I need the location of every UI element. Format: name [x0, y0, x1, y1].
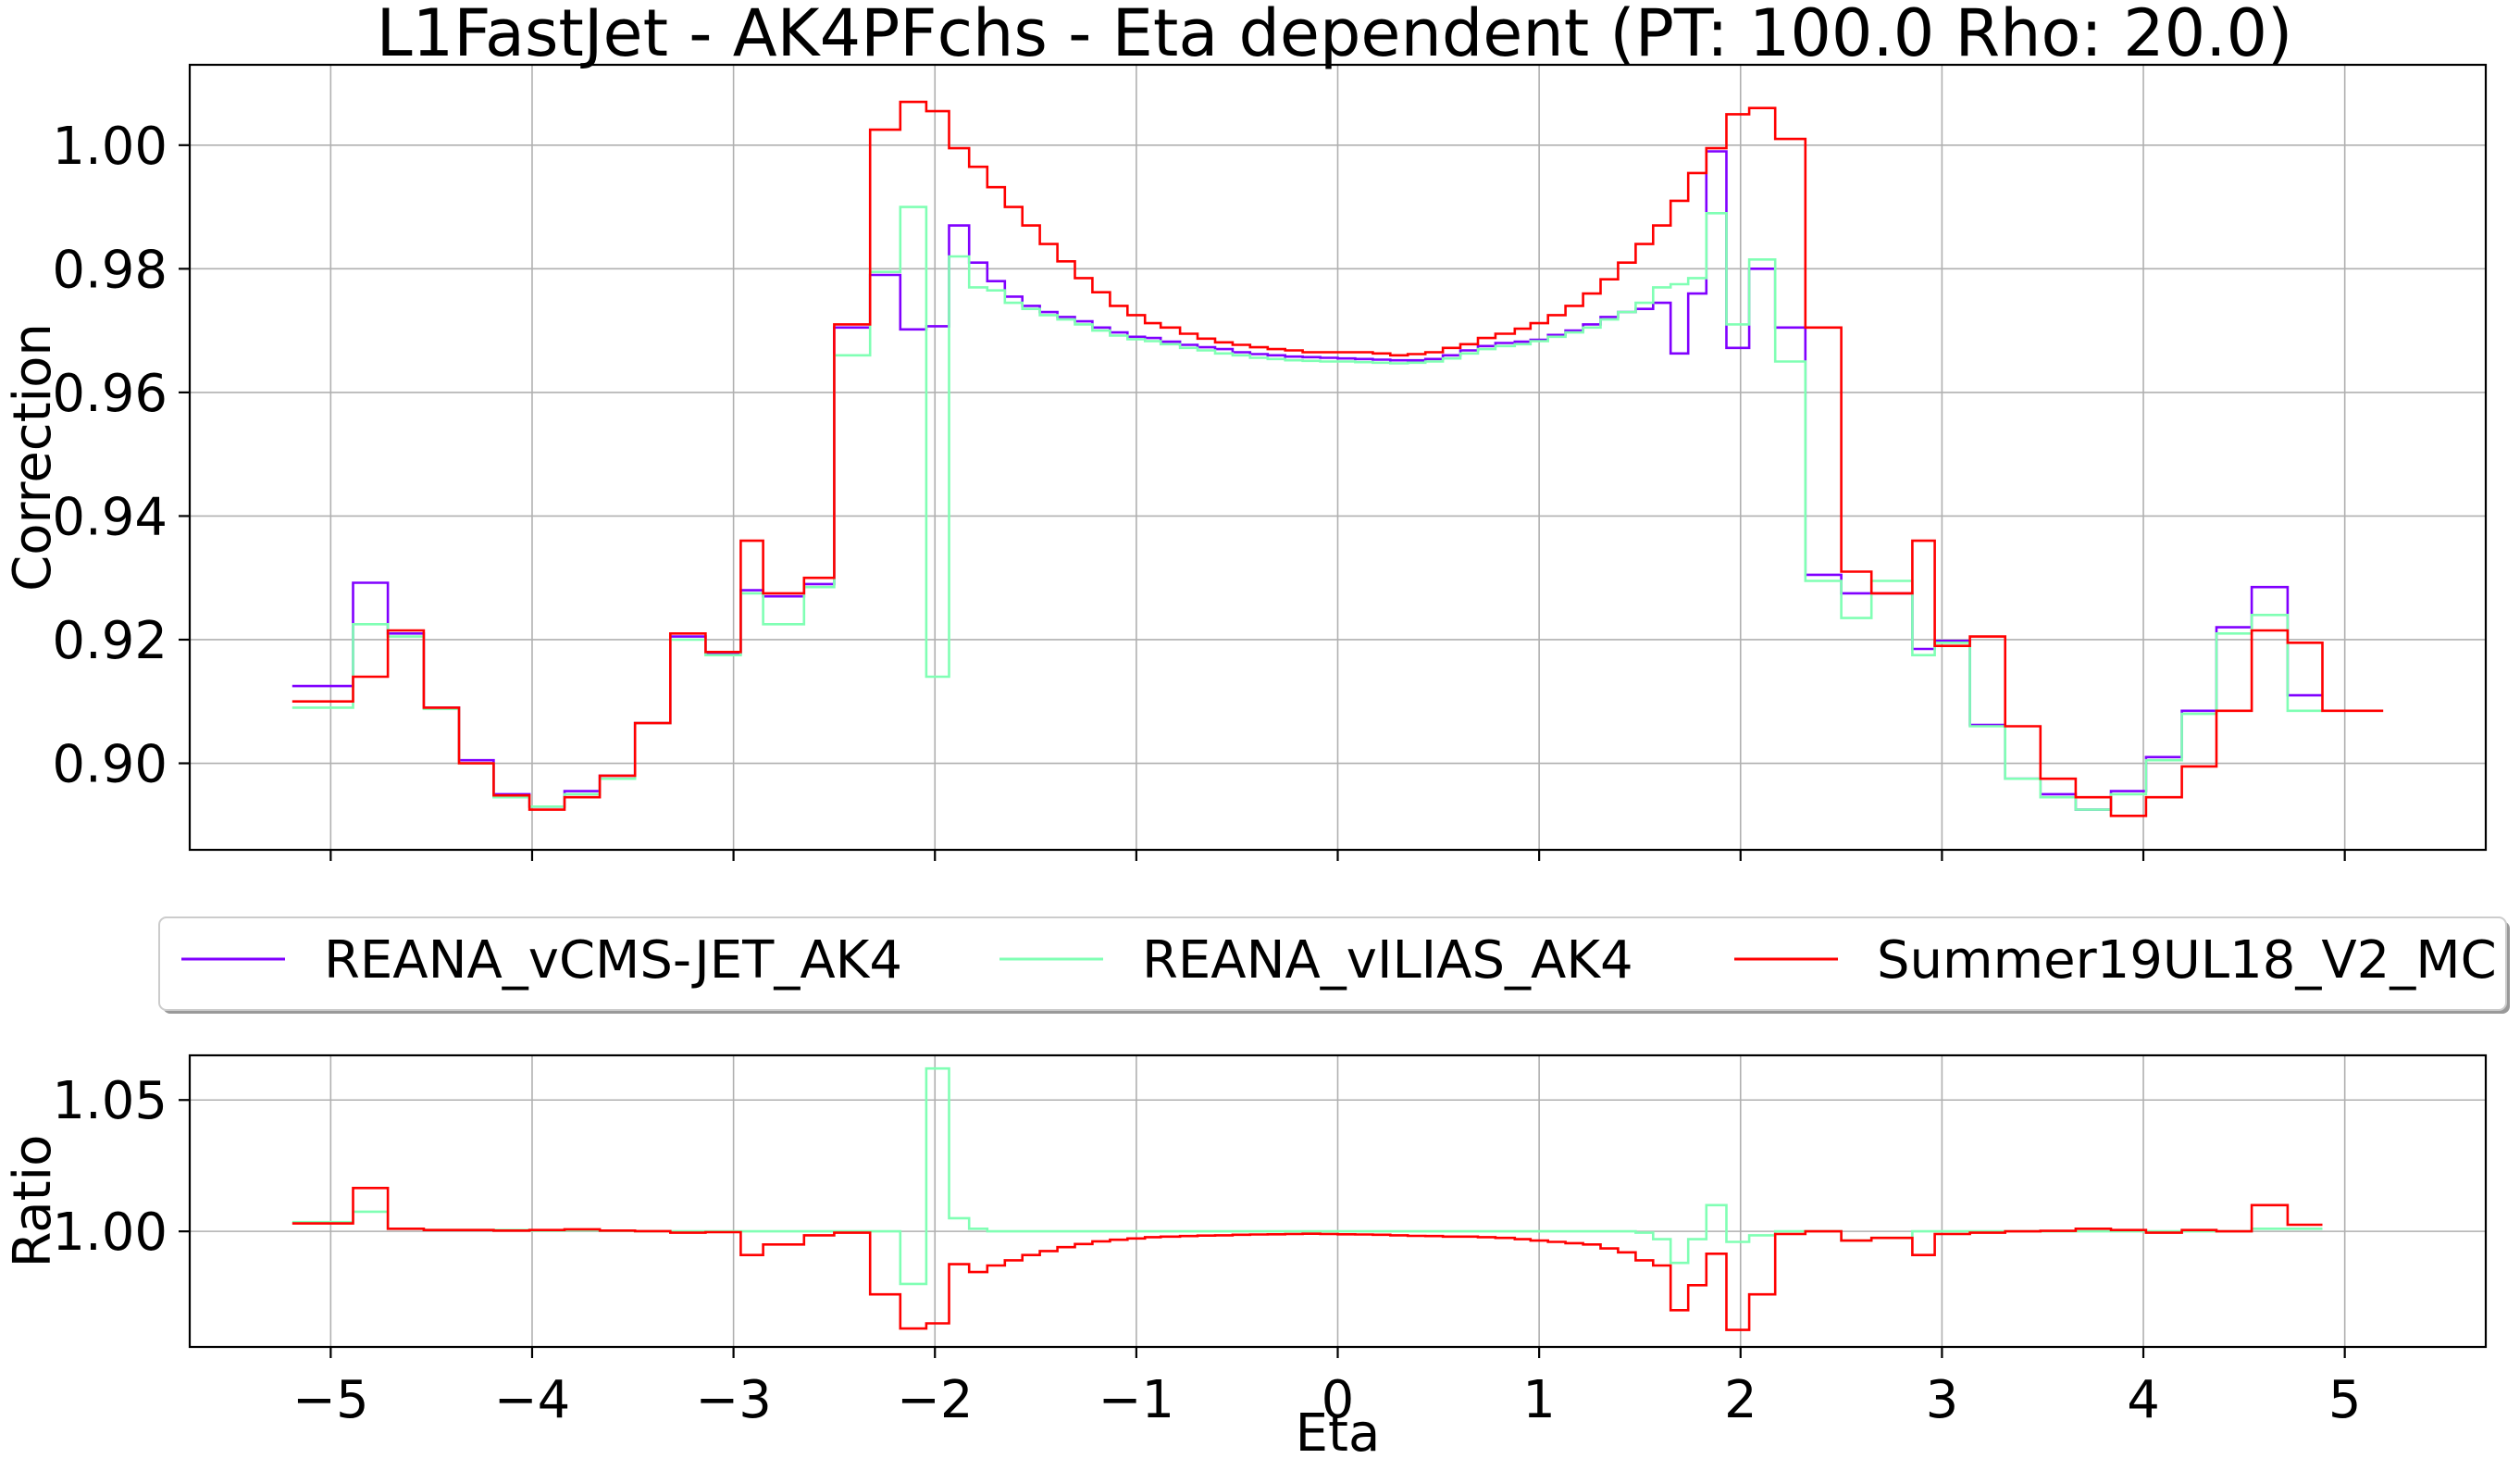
- bottom-grid: [190, 1055, 2486, 1347]
- top-y-tick-label-5: 1.00: [52, 117, 168, 177]
- bottom-y-tick-label-1: 1.05: [52, 1071, 168, 1131]
- top-y-tick-label-3: 0.96: [52, 364, 168, 424]
- bottom-series-group: [292, 1066, 2323, 1331]
- top-series-reana-vcms-jet-ak4: [292, 150, 2323, 811]
- bottom-series-summer19ul18-v2-mc: [292, 1187, 2323, 1331]
- x-tick-label-9: 4: [2127, 1370, 2160, 1430]
- top-y-tick-label-1: 0.92: [52, 611, 168, 671]
- top-y-tick-label-4: 0.98: [52, 240, 168, 300]
- bottom-plot-panel: −5 −4 −3 −2 −1 0 1 2 3 4 5 1.00 1.05 Ratio Eta: [3, 1053, 2488, 1464]
- chart-title: L1FastJet - AK4PFchs - Eta dependent (PT…: [377, 0, 2293, 71]
- top-y-tick-label-2: 0.94: [52, 487, 168, 547]
- x-tick-label-3: −2: [897, 1370, 974, 1430]
- legend: REANA_vCMS-JET_AK4 REANA_vILIAS_AK4 Summ…: [158, 916, 2510, 1014]
- top-series-reana-vilias-ak4: [292, 206, 2323, 811]
- legend-label-summer19: Summer19UL18_V2_MC: [1877, 930, 2497, 991]
- x-tick-label-4: −1: [1099, 1370, 1175, 1430]
- x-tick-label-0: −5: [292, 1370, 369, 1430]
- bottom-series-reana-vilias-ak4: [292, 1066, 2323, 1286]
- top-y-axis-label: Correction: [3, 323, 63, 592]
- top-y-tick-label-0: 0.90: [52, 735, 168, 795]
- x-tick-label-10: 5: [2328, 1370, 2362, 1430]
- x-tick-label-1: −4: [494, 1370, 571, 1430]
- x-tick-label-6: 1: [1522, 1370, 1556, 1430]
- bottom-y-tick-label-0: 1.00: [52, 1203, 168, 1263]
- legend-label-reana-vilias: REANA_vILIAS_AK4: [1142, 930, 1633, 991]
- legend-label-reana-vcms: REANA_vCMS-JET_AK4: [324, 930, 902, 991]
- x-tick-label-8: 3: [1926, 1370, 1959, 1430]
- top-plot-panel: 0.90 0.92 0.94 0.96 0.98 1.00 Correction: [3, 63, 2488, 861]
- x-tick-label-7: 2: [1724, 1370, 1757, 1430]
- x-tick-label-2: −3: [695, 1370, 772, 1430]
- x-tick-label-5: 0: [1322, 1370, 1355, 1430]
- bottom-y-axis-label: Ratio: [3, 1135, 63, 1268]
- top-series-group: [292, 100, 2384, 817]
- x-axis-label: Eta: [1296, 1403, 1381, 1464]
- top-grid: [190, 65, 2486, 850]
- bottom-ticks: −5 −4 −3 −2 −1 0 1 2 3 4 5 1.00 1.05: [52, 1071, 2361, 1430]
- top-series-summer19ul18-v2-mc: [292, 100, 2384, 817]
- legend-frame: [158, 916, 2507, 1011]
- top-ticks: 0.90 0.92 0.94 0.96 0.98 1.00: [52, 117, 2346, 861]
